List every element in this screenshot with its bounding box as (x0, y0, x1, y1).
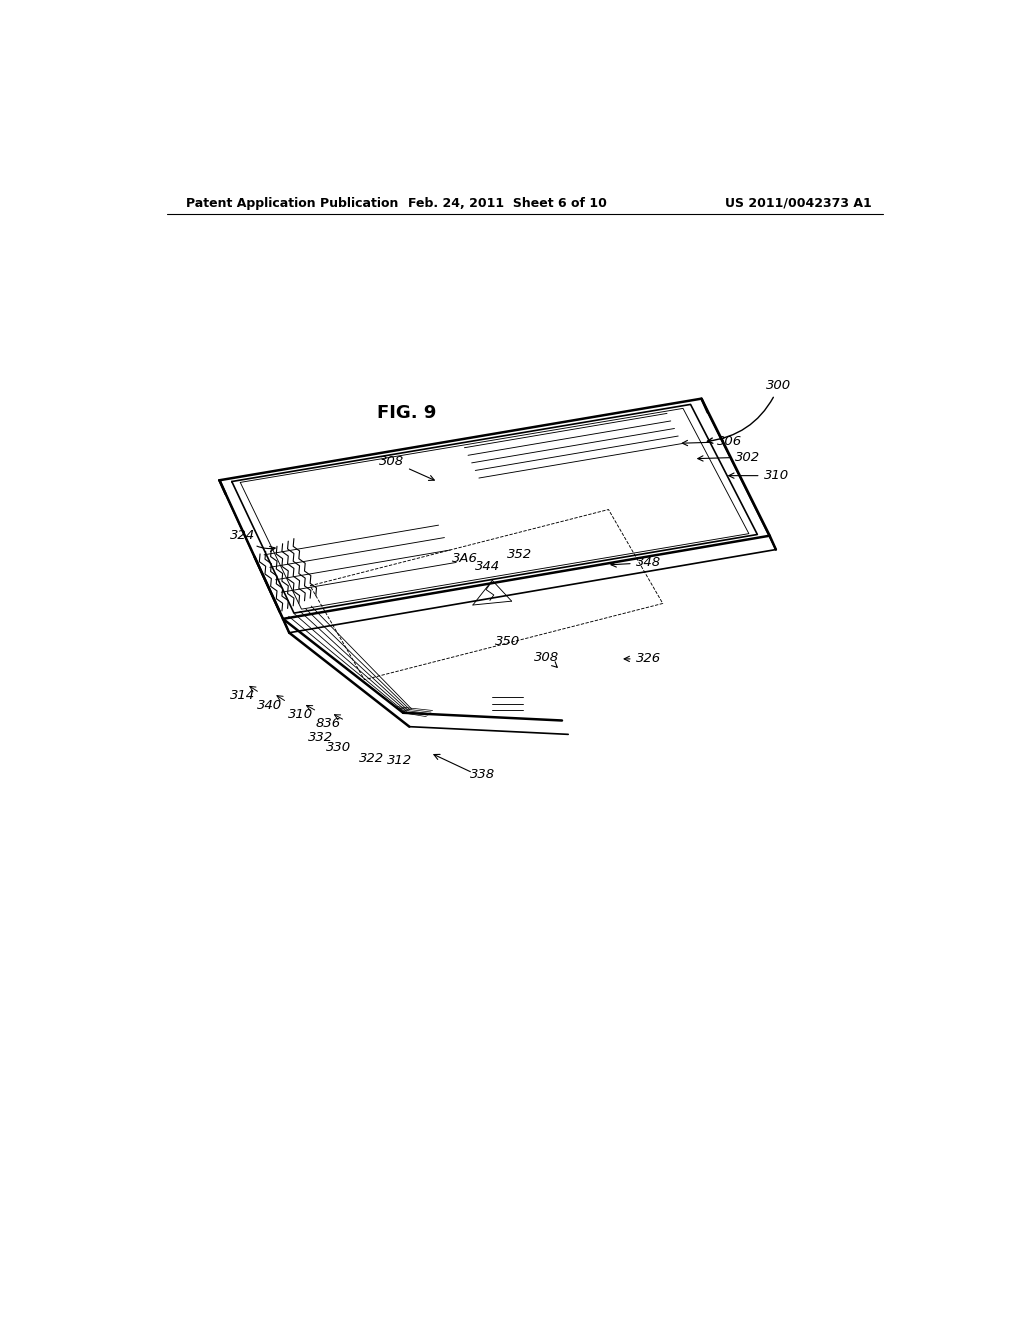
Text: 310: 310 (729, 469, 788, 482)
Text: 306: 306 (682, 436, 742, 449)
Text: 324: 324 (230, 529, 275, 552)
Text: 308: 308 (534, 651, 559, 668)
Text: 326: 326 (625, 652, 660, 665)
Text: 338: 338 (470, 768, 496, 781)
Text: 348: 348 (611, 556, 660, 569)
Text: 302: 302 (697, 450, 760, 463)
Text: 314: 314 (230, 689, 255, 702)
Text: 300: 300 (708, 379, 792, 444)
Text: 330: 330 (327, 741, 351, 754)
Text: 332: 332 (307, 731, 333, 744)
Text: 310: 310 (288, 708, 312, 721)
Text: 350: 350 (496, 635, 520, 648)
Text: 308: 308 (379, 454, 434, 480)
Text: 836: 836 (315, 717, 341, 730)
Text: 3A6: 3A6 (453, 552, 478, 565)
Text: 340: 340 (257, 698, 283, 711)
Text: 312: 312 (387, 754, 412, 767)
Text: Feb. 24, 2011  Sheet 6 of 10: Feb. 24, 2011 Sheet 6 of 10 (409, 197, 607, 210)
Text: Patent Application Publication: Patent Application Publication (186, 197, 398, 210)
Text: FIG. 9: FIG. 9 (377, 404, 436, 421)
Text: 344: 344 (475, 560, 500, 573)
Text: 352: 352 (507, 548, 531, 561)
Text: 322: 322 (358, 752, 384, 766)
Text: US 2011/0042373 A1: US 2011/0042373 A1 (725, 197, 872, 210)
